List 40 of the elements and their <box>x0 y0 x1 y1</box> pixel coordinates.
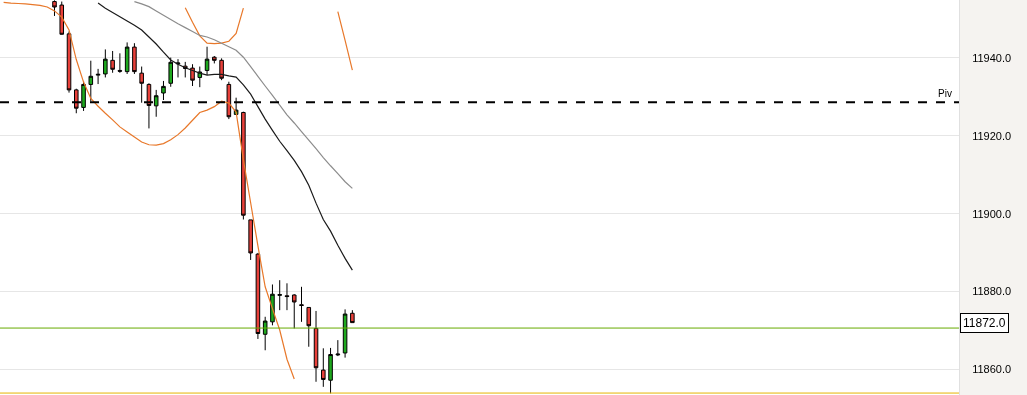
candlestick <box>204 46 210 76</box>
candlestick <box>132 42 137 75</box>
candlestick <box>139 66 144 104</box>
candlestick <box>248 219 253 261</box>
candlestick <box>328 347 333 394</box>
ref-line-label: Piv <box>938 88 952 99</box>
candlestick <box>255 252 261 340</box>
candlestick <box>335 339 341 357</box>
candlestick <box>95 68 101 85</box>
candlestick <box>321 347 326 388</box>
candlestick <box>342 308 348 359</box>
y-tick-label: 11900.0 <box>972 207 1012 220</box>
candlestick <box>284 282 290 311</box>
candlestick <box>124 41 130 75</box>
y-tick-label: 11860.0 <box>972 363 1012 376</box>
candlestick <box>219 57 224 81</box>
candlestick <box>175 58 181 78</box>
y-tick-label: 11880.0 <box>972 285 1012 298</box>
line-series <box>97 2 353 271</box>
y-tick-label: 11940.0 <box>972 51 1012 64</box>
candlestick <box>241 111 246 220</box>
candlestick <box>313 310 319 383</box>
candlestick <box>291 293 297 329</box>
line-series <box>3 1 295 380</box>
line-series <box>133 0 353 189</box>
candlestick <box>350 309 355 324</box>
candlestick <box>306 306 312 348</box>
y-tick-label: 11920.0 <box>972 129 1012 142</box>
candlestick <box>277 279 282 311</box>
candlestick <box>110 50 115 74</box>
candlestick <box>52 0 57 17</box>
candlestick <box>190 63 195 87</box>
candlestick <box>59 1 65 36</box>
candlestick <box>212 55 217 64</box>
candlestick <box>168 57 174 88</box>
candlestick <box>299 286 304 323</box>
text: 11872.0 <box>963 316 1006 330</box>
candlestick <box>262 316 268 351</box>
candlestick <box>117 52 123 74</box>
candlestick <box>103 48 108 78</box>
